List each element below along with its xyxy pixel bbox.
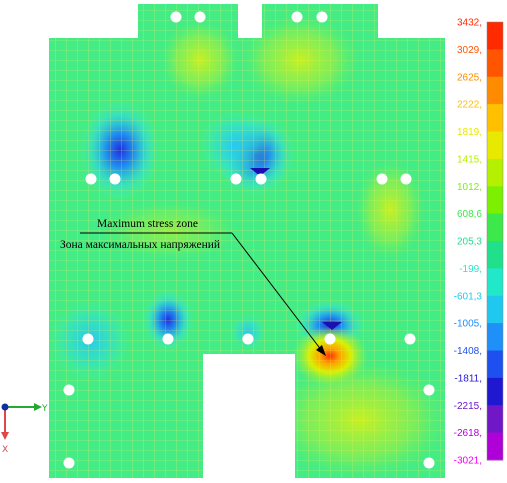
annotation-arrowhead (316, 345, 326, 356)
legend-swatch (487, 323, 503, 351)
support-marker (250, 168, 270, 176)
legend-swatch (487, 186, 503, 215)
max-stress-annotation: Maximum stress zone Зона максимальных на… (60, 218, 326, 356)
legend-swatch (487, 213, 503, 242)
legend-label: 2222, (457, 100, 482, 111)
annotation-label-ru: Зона максимальных напряжений (60, 239, 220, 251)
y-axis-label: Y (41, 404, 48, 414)
bolt-hole (63, 384, 75, 396)
bolt-hole (255, 173, 267, 185)
legend-label: 1819, (457, 127, 482, 138)
y-axis-arrowhead (34, 403, 42, 411)
bolt-hole (162, 333, 174, 345)
legend-swatch (487, 131, 503, 160)
legend-label: -2618, (454, 428, 482, 439)
legend-swatch (487, 432, 503, 461)
legend-label: 608,6 (457, 209, 482, 220)
bolt-hole (194, 11, 206, 23)
legend-label: -199, (459, 264, 482, 275)
support-markers (250, 168, 342, 330)
bolt-hole (423, 457, 435, 469)
bolt-holes (63, 11, 435, 469)
legend-label: -1005, (454, 319, 482, 330)
legend-label: -1811, (454, 373, 482, 384)
support-marker (322, 322, 342, 330)
legend-label: -1408, (454, 346, 482, 357)
bolt-hole (242, 333, 254, 345)
legend-swatch (487, 405, 503, 434)
bolt-hole (82, 333, 94, 345)
bolt-hole (63, 457, 75, 469)
legend-label: 2625, (457, 72, 482, 83)
legend-swatch (487, 295, 503, 324)
legend-label: -3021, (454, 456, 482, 467)
legend-label: 205,3 (457, 237, 482, 248)
legend-swatch (487, 104, 503, 132)
bolt-hole (404, 333, 416, 345)
bolt-hole (324, 333, 336, 345)
legend-swatch (487, 377, 503, 406)
legend-frame (486, 21, 504, 461)
x-axis-arrowhead (1, 432, 9, 440)
color-scale-legend: 3432, 3029, 2625, 2222, 1819, 1415, 1012, 608,6… (454, 18, 504, 467)
axis-triad: Y X (1, 403, 48, 455)
bolt-hole (400, 173, 412, 185)
legend-swatch (487, 158, 503, 187)
bolt-hole (376, 173, 388, 185)
bolt-hole (316, 11, 328, 23)
bolt-hole (170, 11, 182, 23)
axis-origin (1, 403, 9, 411)
legend-swatch (487, 22, 503, 50)
x-axis-label: X (2, 445, 8, 455)
annotation-label-en: Maximum stress zone (97, 218, 198, 230)
bolt-hole (423, 384, 435, 396)
legend-label: 3029, (457, 45, 482, 56)
bolt-hole (85, 173, 97, 185)
bolt-hole (230, 173, 242, 185)
legend-label: 1415, (457, 154, 482, 165)
legend-swatch (487, 268, 503, 297)
legend-swatch (487, 76, 503, 105)
annotation-leader-line (231, 232, 323, 352)
legend-swatch (487, 49, 503, 78)
legend-swatch (487, 241, 503, 269)
legend-label: -2215, (454, 401, 482, 412)
bolt-hole (109, 173, 121, 185)
legend-label: 3432, (457, 18, 482, 29)
legend-label: 1012, (457, 182, 482, 193)
legend-label: -601,3 (454, 291, 483, 302)
bolt-hole (291, 11, 303, 23)
legend-swatch (487, 350, 503, 379)
